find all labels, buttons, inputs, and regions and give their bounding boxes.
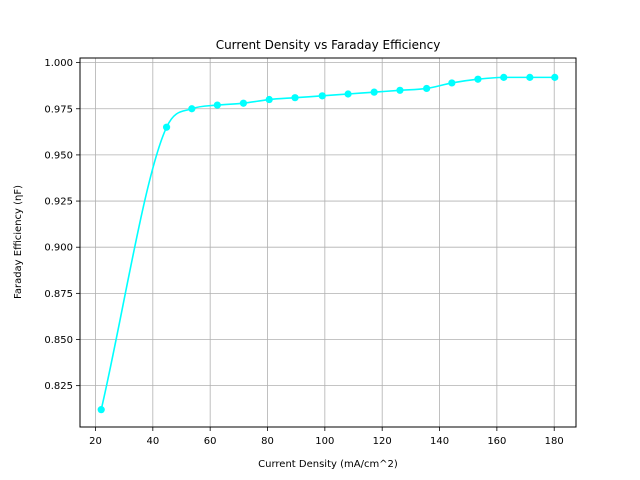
x-tick-label: 40 [146, 436, 159, 447]
y-tick-label: 0.875 [44, 289, 73, 300]
data-point [291, 94, 299, 102]
x-tick-label: 20 [89, 436, 102, 447]
y-tick-label: 0.925 [44, 197, 73, 208]
data-point [97, 406, 105, 414]
series-layer [97, 73, 559, 414]
data-point [188, 105, 196, 113]
y-tick-label: 0.950 [44, 150, 73, 161]
plot-frame [79, 57, 577, 428]
x-tick-label: 160 [487, 436, 506, 447]
y-tick-label: 0.975 [44, 104, 73, 115]
data-point [500, 73, 508, 81]
grid [80, 58, 576, 427]
data-point [448, 79, 456, 87]
x-tick-label: 80 [261, 436, 274, 447]
y-tick-label: 1.000 [44, 58, 73, 69]
data-point [423, 84, 431, 93]
y-tick-label: 0.825 [44, 381, 73, 392]
y-axis: 0.825 0.850 0.875 0.900 0.925 0.950 0.975 1.000 [44, 58, 80, 392]
chart-title: Current Density vs Faraday Efficiency [216, 38, 441, 52]
data-point [213, 101, 221, 109]
data-point [265, 95, 273, 104]
x-tick-label: 180 [545, 436, 564, 447]
data-point [396, 86, 404, 94]
x-tick-label: 140 [430, 436, 449, 447]
y-axis-label: Faraday Efficiency (ηF) [13, 185, 24, 299]
x-axis-label: Current Density (mA/cm^2) [258, 459, 398, 470]
data-point [344, 90, 352, 98]
y-tick-label: 0.900 [44, 243, 73, 254]
data-point [318, 92, 326, 100]
x-tick-label: 100 [315, 436, 334, 447]
x-tick-label: 120 [373, 436, 392, 447]
data-point [474, 75, 482, 83]
x-axis: 20 40 60 80 100 120 140 160 180 [89, 427, 564, 447]
x-tick-label: 60 [204, 436, 217, 447]
y-tick-label: 0.850 [44, 335, 73, 346]
data-point [162, 123, 171, 131]
data-point [551, 73, 559, 81]
data-point [526, 73, 534, 81]
data-point [239, 99, 248, 107]
data-point [370, 88, 378, 96]
